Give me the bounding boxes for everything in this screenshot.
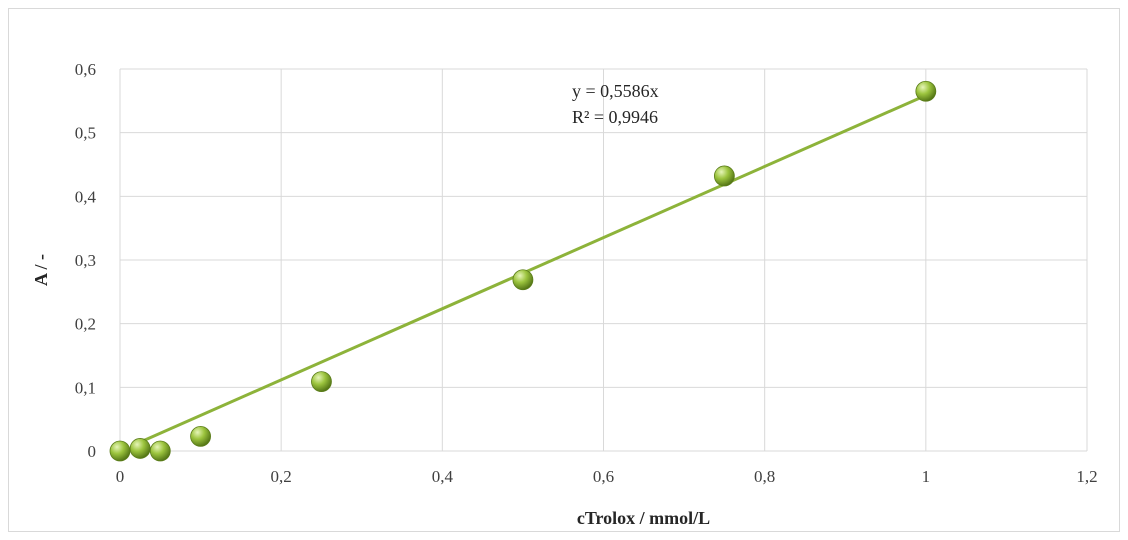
r-squared-label: R² = 0,9946 (572, 107, 658, 127)
y-tick-label: 0 (88, 442, 97, 461)
data-point (190, 425, 211, 447)
y-tick-label: 0,6 (75, 60, 96, 79)
data-point (109, 440, 131, 462)
y-tick-label: 0,1 (75, 378, 96, 397)
trendline-layer (138, 93, 928, 444)
trendline (138, 93, 928, 444)
data-point (915, 80, 937, 102)
data-point (149, 440, 171, 462)
data-point (713, 165, 735, 187)
y-tick-label: 0,4 (75, 187, 97, 206)
x-tick-label: 1 (922, 467, 931, 486)
x-tick-label: 0,2 (271, 467, 292, 486)
data-points (109, 80, 937, 462)
data-point (311, 371, 332, 393)
x-tick-label: 1,2 (1076, 467, 1097, 486)
y-tick-label: 0,5 (75, 124, 96, 143)
y-tick-label: 0,3 (75, 251, 96, 270)
equation-label: y = 0,5586x (572, 81, 659, 101)
x-tick-label: 0,4 (432, 467, 454, 486)
x-tick-label: 0 (116, 467, 125, 486)
data-point (129, 438, 151, 459)
x-tick-label: 0,8 (754, 467, 775, 486)
y-tick-label: 0,2 (75, 315, 96, 334)
data-point (512, 269, 534, 291)
y-axis-title: A / - (31, 254, 51, 286)
x-axis-title: cTrolox / mmol/L (577, 508, 710, 528)
x-tick-label: 0,6 (593, 467, 614, 486)
tick-labels: 0 0,2 0,4 0,6 0,8 1 1,2 0 0,1 0,2 0,3 0,4 0,5 0,6 (75, 60, 1098, 486)
grid-lines (119, 68, 1088, 452)
